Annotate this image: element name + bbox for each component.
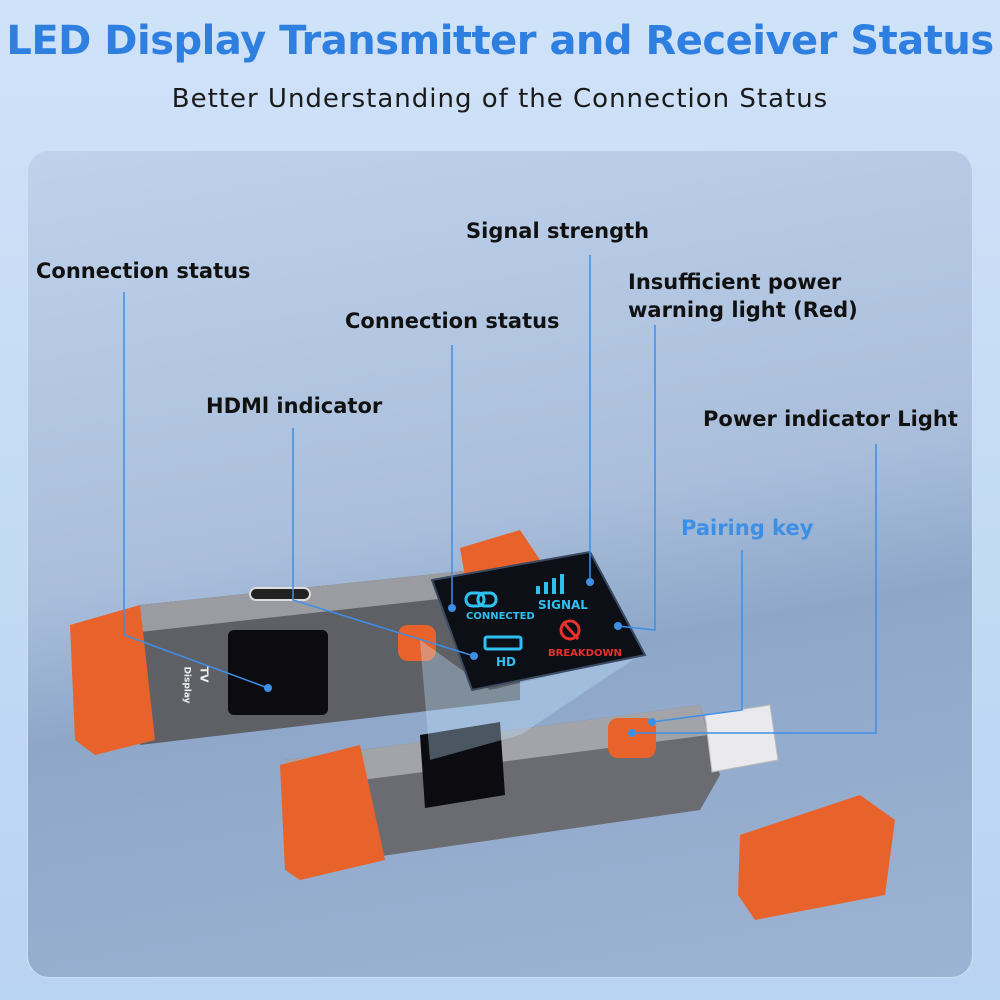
signal-text: SIGNAL [538, 598, 588, 612]
label-connection-status-center: Connection status [345, 309, 560, 333]
hd-text: HD [496, 655, 517, 669]
signal-bars-icon [536, 574, 564, 594]
link-icon [464, 591, 498, 608]
label-insufficient-power-2: warning light (Red) [628, 298, 858, 322]
page-title: LED Display Transmitter and Receiver Sta… [6, 18, 994, 64]
connected-text: CONNECTED [466, 611, 535, 622]
hdmi-icon [483, 635, 523, 651]
breakdown-text: BREAKDOWN [548, 648, 622, 659]
label-insufficient-power-1: Insufficient power [628, 270, 842, 294]
breakdown-icon [559, 619, 581, 641]
label-power-indicator: Power indicator Light [703, 407, 958, 431]
leader-dots [264, 578, 656, 737]
label-pairing-key: Pairing key [681, 516, 814, 540]
tv-label: TV [197, 666, 211, 683]
receiver-device [70, 530, 540, 755]
leader-lines [123, 255, 877, 734]
zoomed-display [430, 550, 647, 692]
label-connection-status-left: Connection status [36, 259, 251, 283]
display-label: Display [181, 666, 192, 704]
label-signal-strength: Signal strength [466, 219, 650, 243]
page-subtitle: Better Understanding of the Connection S… [171, 84, 829, 114]
transmitter-device [280, 704, 895, 920]
label-hdmi-indicator: HDMl indicator [206, 394, 383, 418]
